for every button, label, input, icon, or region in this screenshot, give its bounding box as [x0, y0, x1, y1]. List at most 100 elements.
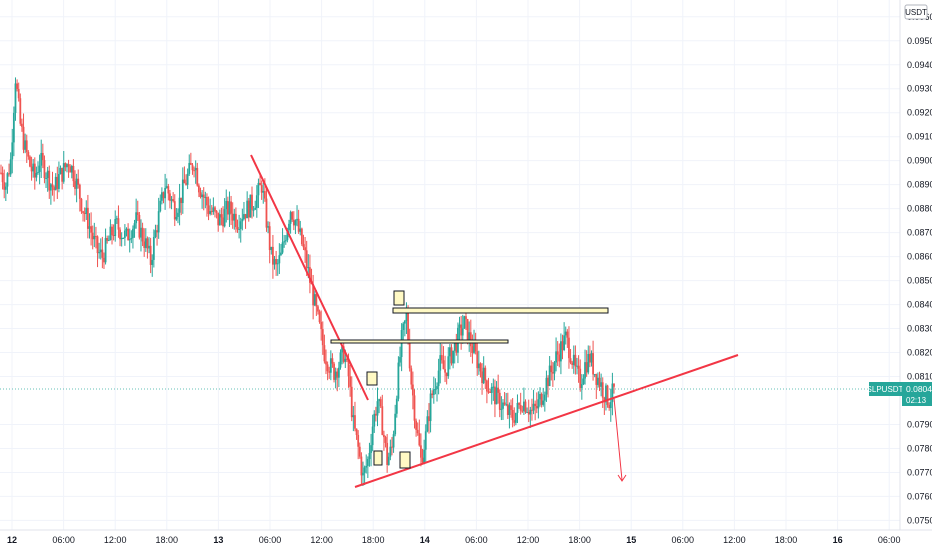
candle-body — [510, 405, 512, 411]
y-tick-label: 0.0830 — [907, 324, 932, 334]
candle-body — [453, 343, 456, 351]
candle-body — [373, 413, 376, 427]
marker-box[interactable] — [393, 290, 405, 306]
candle-body — [136, 212, 139, 216]
candle-body — [333, 363, 335, 380]
candle-body — [513, 420, 516, 423]
candle-body — [120, 238, 123, 240]
candle-body — [514, 412, 517, 423]
candle-body — [551, 372, 554, 374]
x-tick-label: 14 — [420, 535, 430, 545]
candle-body — [587, 353, 590, 373]
candle-body — [204, 196, 207, 198]
candle-body — [112, 235, 115, 237]
x-tick-label: 12:00 — [517, 535, 540, 545]
time-axis[interactable]: 12 06:00 12:00 18:00 13 06:00 12:00 18:00 14 06:0… — [0, 529, 932, 545]
plot-area — [0, 0, 900, 530]
candle-body — [579, 368, 582, 389]
candle-body — [9, 159, 12, 175]
candle-body — [378, 399, 380, 402]
candle-body — [593, 374, 596, 376]
marker-box[interactable] — [399, 451, 411, 469]
projection-arrow-line — [613, 397, 623, 481]
price-axis[interactable]: 0.09600.09500.09400.09300.09200.09100.09… — [867, 0, 932, 530]
candle-body — [516, 403, 519, 413]
candle-body — [4, 186, 7, 190]
candle-body — [426, 416, 429, 432]
candle-body — [532, 403, 535, 411]
candle-body — [66, 164, 68, 168]
candle-body — [440, 355, 443, 361]
candle-body — [465, 316, 467, 320]
marker-box[interactable] — [366, 371, 378, 386]
candle-body — [106, 238, 109, 241]
candle-body — [413, 395, 416, 421]
candle-body — [22, 126, 25, 150]
x-tick-label: 12:00 — [104, 535, 127, 545]
candle-body — [40, 152, 43, 166]
candle-body — [495, 387, 498, 405]
candle-body — [548, 365, 551, 387]
last-price-tag — [902, 382, 932, 406]
candle-body — [531, 409, 533, 411]
resistance-trendline[interactable] — [250, 154, 369, 401]
y-tick-label: 0.0920 — [907, 108, 932, 118]
candle-body — [48, 170, 51, 191]
candle-body — [249, 194, 252, 218]
candle-body — [529, 409, 532, 415]
candle-body — [386, 442, 389, 465]
candle-body — [392, 434, 395, 448]
y-tick-label: 0.0860 — [907, 252, 932, 262]
resistance-zone-upper[interactable] — [392, 307, 609, 314]
resistance-zone-lower[interactable] — [330, 339, 509, 344]
candle-body — [360, 456, 363, 476]
candle-body — [527, 411, 530, 415]
y-tick-label: 0.0950 — [907, 36, 932, 46]
candle-body — [445, 372, 448, 377]
candle-body — [379, 399, 382, 407]
candle-body — [547, 377, 549, 387]
candle-body — [148, 245, 150, 249]
candle-body — [312, 284, 315, 306]
candle-body — [257, 182, 260, 196]
candle-body — [597, 377, 599, 385]
y-tick-label: 0.0790 — [907, 419, 932, 429]
y-tick-label: 0.0870 — [907, 228, 932, 238]
candle-body — [572, 354, 575, 365]
candle-body — [72, 165, 75, 182]
candle-body — [556, 351, 559, 355]
candle-body — [376, 401, 379, 416]
candle-body — [492, 386, 495, 388]
candle-body — [580, 384, 583, 389]
candle-body — [125, 228, 128, 231]
candle-body — [355, 428, 358, 435]
candle-body — [421, 457, 424, 463]
y-tick-label: 0.0810 — [907, 372, 932, 382]
candle-body — [592, 353, 594, 375]
candle-body — [460, 324, 463, 336]
candle-body — [542, 400, 545, 405]
candle-body — [218, 214, 221, 226]
candle-body — [201, 194, 204, 198]
marker-box[interactable] — [373, 450, 383, 466]
candle-body — [447, 356, 450, 377]
candle-body — [117, 218, 120, 230]
candle-body — [164, 187, 167, 199]
support-trendline[interactable] — [354, 354, 739, 488]
currency-badge[interactable] — [904, 4, 928, 20]
y-tick-label: 0.0880 — [907, 204, 932, 214]
drawings[interactable] — [250, 154, 739, 488]
y-tick-label: 0.0780 — [907, 443, 932, 453]
candle-body — [484, 367, 487, 381]
candle-body — [397, 362, 400, 399]
x-tick-label: 06:00 — [52, 535, 75, 545]
x-tick-label: 18:00 — [775, 535, 798, 545]
candle-body — [463, 316, 466, 329]
candle-body — [506, 404, 509, 416]
candle-body — [260, 185, 263, 193]
candle-body — [370, 445, 372, 453]
candle-body — [352, 415, 355, 418]
candle-body — [315, 294, 318, 307]
